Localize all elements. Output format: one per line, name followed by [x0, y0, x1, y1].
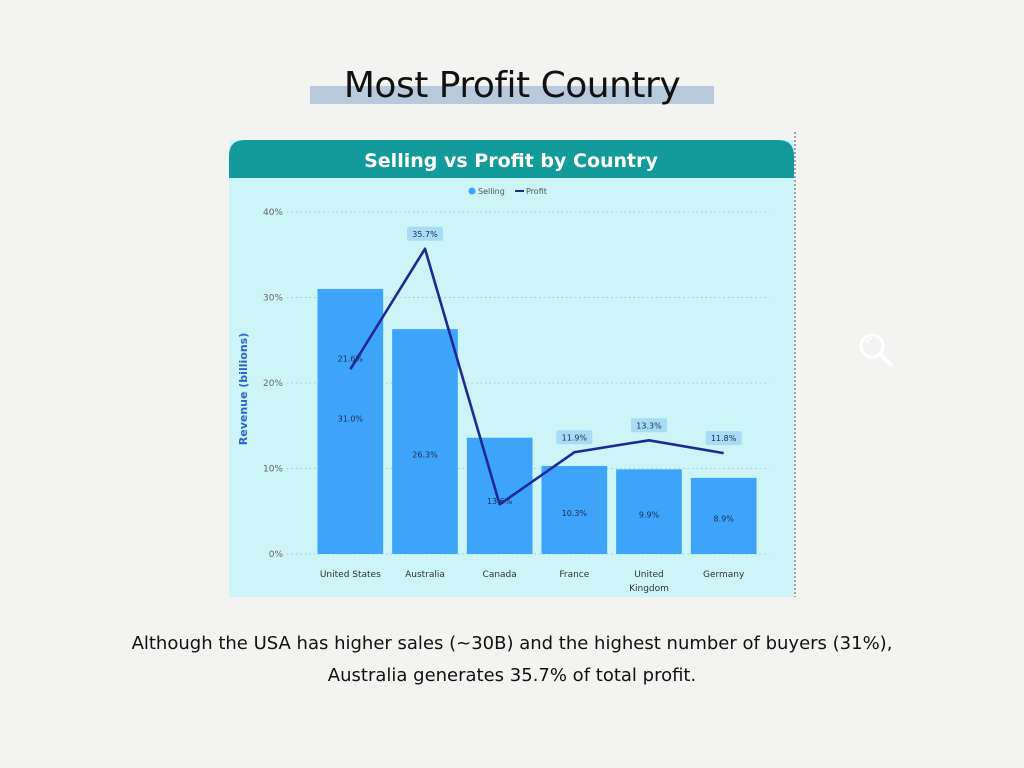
y-tick-labels: 0% 10% 20% 30% 40%	[263, 208, 283, 560]
profit-label-box	[705, 431, 742, 446]
x-tick-label: United Kingdom	[629, 570, 669, 594]
x-tick-label: France	[559, 570, 589, 580]
y-tick-label: 20%	[263, 379, 283, 389]
profit-value-label: 11.8%	[711, 434, 737, 443]
profit-line-group	[349, 247, 724, 506]
y-tick-label: 30%	[263, 294, 283, 304]
x-tick-label: Germany	[703, 570, 745, 580]
bar-5	[616, 469, 682, 554]
caption-line-1: Although the USA has higher sales (~30B)…	[131, 633, 893, 654]
legend: Selling Profit	[468, 187, 547, 196]
caption: Although the USA has higher sales (~30B)…	[60, 628, 964, 692]
slide-title: Most Profit Country	[343, 65, 681, 106]
bar-value-label: 31.0%	[338, 414, 364, 423]
profit-value-label: 21.6%	[338, 354, 364, 363]
x-tick-label: Australia	[405, 570, 445, 580]
profit-labels: 21.6% 35.7% 11.9% 13.3% 11.8%	[338, 226, 742, 446]
x-tick-label: Canada	[483, 570, 517, 580]
x-tick-label: United States	[320, 570, 381, 580]
y-tick-label: 40%	[263, 208, 283, 218]
legend-selling-label: Selling	[478, 187, 505, 196]
chart-title: Selling vs Profit by Country	[364, 150, 658, 172]
chart-card: Selling vs Profit by Country Selling Pro…	[229, 132, 796, 597]
profit-line	[349, 247, 724, 506]
bar-2	[392, 329, 458, 554]
bar-3	[466, 437, 533, 554]
bar-value-label: 10.3%	[562, 509, 588, 518]
legend-profit-label: Profit	[526, 187, 547, 196]
bar-value-label: 9.9%	[639, 511, 660, 520]
y-tick-label: 10%	[263, 465, 283, 475]
title-highlight-bar	[310, 86, 714, 104]
bar-6	[690, 477, 757, 554]
caption-line-2: Australia generates 35.7% of total profi…	[327, 665, 697, 686]
bar-4	[541, 465, 608, 554]
profit-value-label: 13.3%	[636, 421, 662, 430]
profit-label-box	[407, 226, 443, 241]
profit-value-label: 35.7%	[412, 230, 438, 239]
bar-value-label: 8.9%	[714, 514, 735, 523]
chart-header	[229, 140, 794, 178]
x-tick-labels: United States Australia Canada France United…	[320, 570, 745, 594]
profit-label-box	[631, 418, 667, 433]
slide-title-group: Most Profit Country	[310, 62, 714, 110]
profit-value-label: 11.9%	[562, 433, 588, 442]
bars	[317, 288, 757, 554]
grid	[287, 211, 769, 555]
selling-vs-profit-chart: Selling vs Profit by Country Selling Pro…	[229, 132, 796, 597]
profit-label-box	[556, 430, 593, 445]
bar-value-label: 26.3%	[412, 450, 438, 459]
y-axis-label: Revenue (billions)	[237, 333, 250, 445]
y-tick-label: 0%	[269, 550, 284, 560]
legend-selling-swatch	[468, 187, 476, 195]
search-icon[interactable]	[856, 330, 896, 370]
